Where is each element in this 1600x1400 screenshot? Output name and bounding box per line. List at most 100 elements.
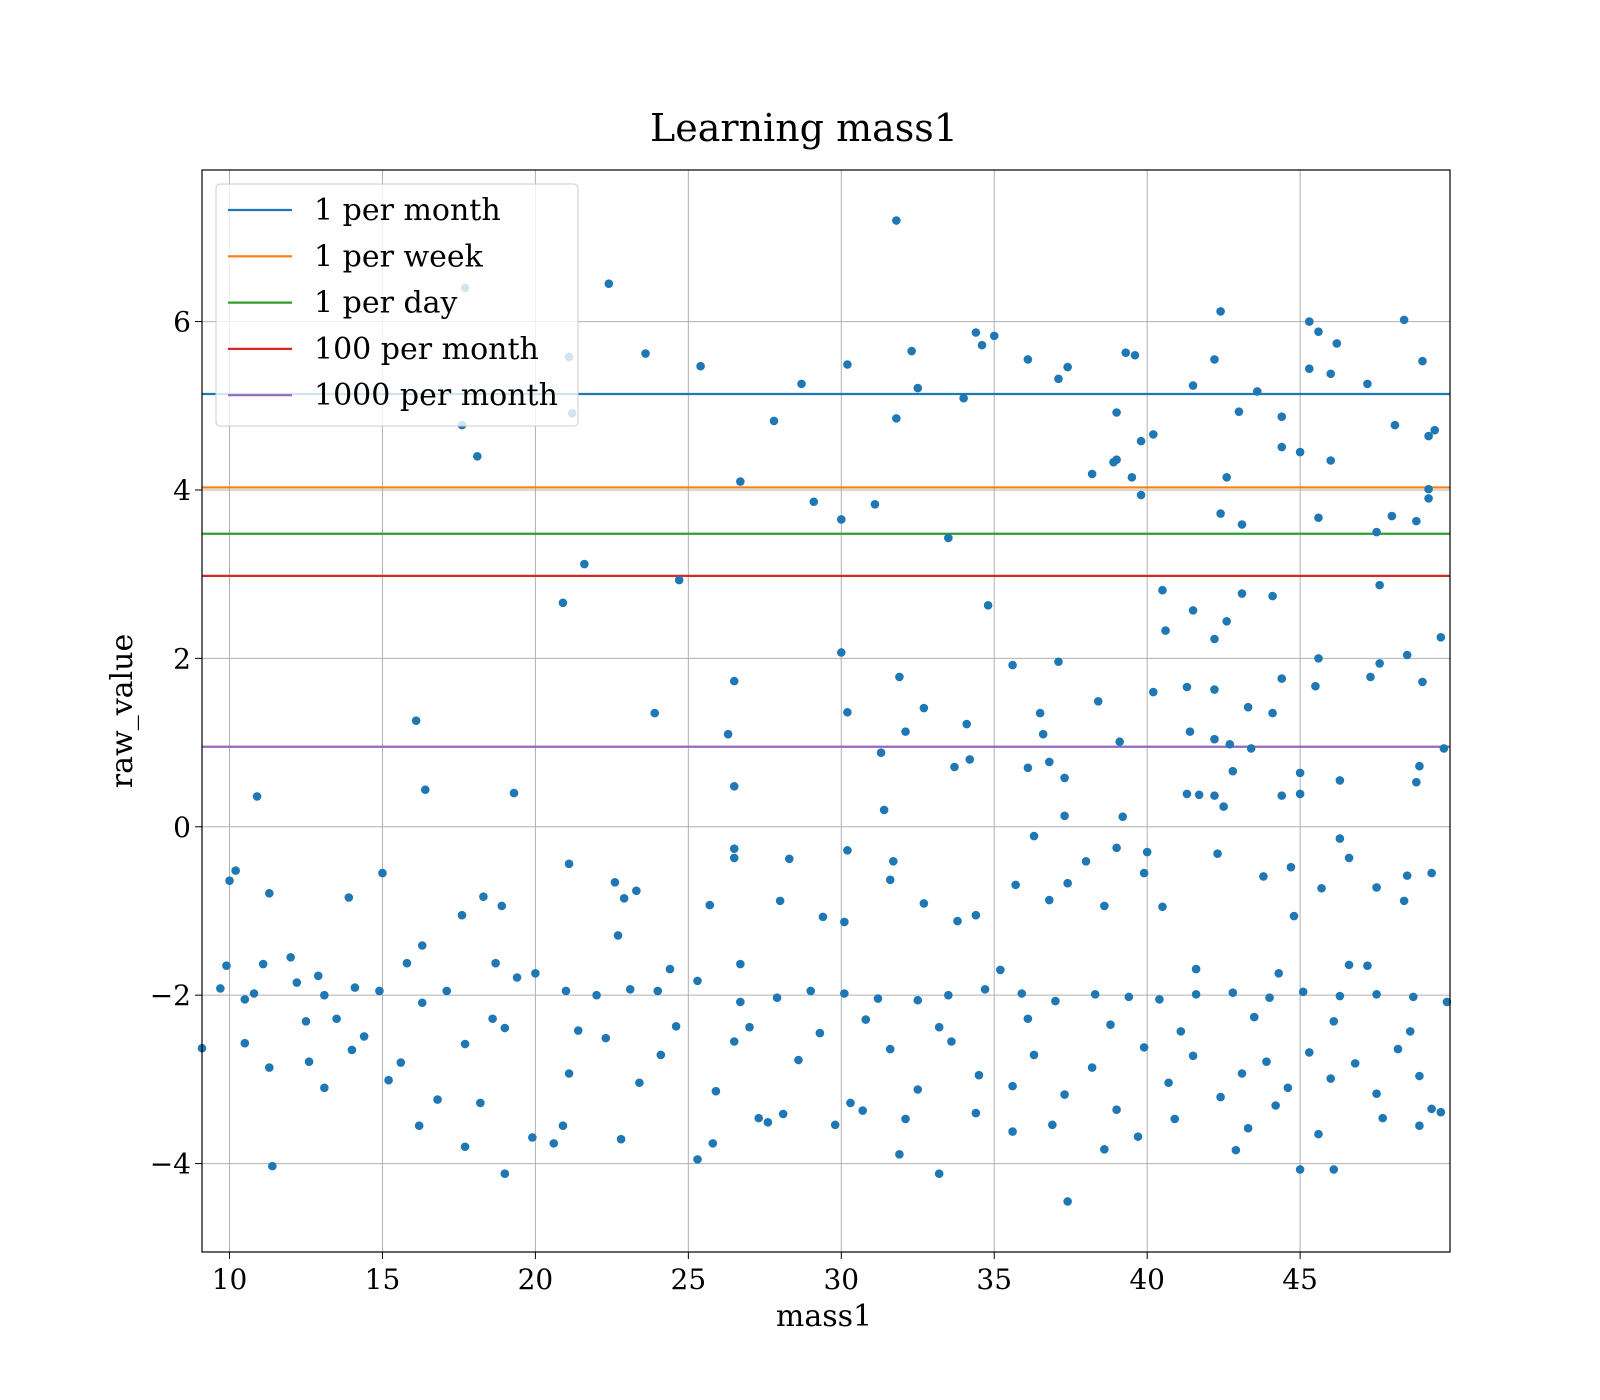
data-point — [809, 497, 819, 507]
data-point — [1237, 520, 1247, 529]
data-point — [332, 1014, 341, 1024]
data-point — [476, 1098, 485, 1108]
data-point — [472, 451, 482, 461]
data-point — [1136, 436, 1146, 446]
data-point — [1408, 992, 1418, 1002]
data-point — [1412, 516, 1421, 526]
data-point — [1060, 773, 1069, 783]
data-point — [1118, 812, 1128, 821]
data-point — [509, 788, 519, 798]
chart-title: Learning mass1 — [650, 106, 958, 150]
data-point — [913, 383, 923, 393]
data-point — [1436, 1107, 1446, 1117]
data-point — [1402, 650, 1412, 660]
data-point — [344, 893, 354, 902]
data-point — [641, 349, 650, 358]
data-point — [1188, 1051, 1198, 1061]
data-point — [1277, 791, 1287, 800]
data-point — [1372, 1089, 1381, 1098]
data-point — [1139, 1043, 1149, 1052]
data-point — [1405, 1027, 1415, 1036]
data-point — [268, 1161, 277, 1171]
data-point — [830, 1120, 840, 1130]
data-point — [843, 360, 852, 369]
data-point — [350, 983, 360, 992]
data-point — [1054, 657, 1063, 667]
y-ticks: −4 −2 0 2 4 6 — [150, 306, 202, 1181]
data-point — [1277, 674, 1287, 683]
data-point — [1023, 763, 1033, 773]
data-point — [1326, 1074, 1336, 1083]
x-tick-label: 35 — [976, 1263, 1012, 1296]
data-point — [1008, 1081, 1017, 1091]
data-point — [736, 477, 745, 486]
data-point — [674, 575, 684, 585]
data-point — [1234, 407, 1244, 416]
data-point — [901, 1114, 910, 1124]
data-point — [1093, 697, 1103, 706]
data-point — [778, 1109, 788, 1119]
data-point — [625, 984, 635, 994]
data-point — [1326, 456, 1336, 465]
data-point — [1106, 1020, 1115, 1029]
data-point — [836, 515, 846, 524]
data-point — [264, 1063, 274, 1072]
legend-label: 1 per day — [314, 286, 458, 321]
data-point — [216, 984, 225, 993]
data-point — [1081, 857, 1091, 866]
data-point — [1213, 849, 1222, 859]
legend-label: 1 per week — [314, 239, 484, 274]
data-point — [1112, 455, 1121, 464]
data-point — [1268, 591, 1277, 601]
data-point — [1399, 315, 1409, 325]
data-point — [1243, 1123, 1253, 1133]
data-point — [402, 958, 412, 968]
data-point — [729, 782, 739, 791]
data-point — [222, 961, 231, 971]
data-point — [1139, 868, 1149, 878]
data-point — [879, 805, 889, 815]
data-point — [901, 727, 910, 736]
data-point — [1277, 412, 1287, 422]
data-point — [1161, 626, 1170, 635]
data-point — [1127, 473, 1137, 482]
x-tick-label: 20 — [518, 1263, 554, 1296]
data-point — [1228, 766, 1238, 776]
data-point — [996, 965, 1005, 975]
x-tick-label: 10 — [212, 1263, 248, 1296]
data-point — [1329, 1165, 1339, 1174]
data-point — [1439, 744, 1449, 753]
data-point — [616, 1134, 626, 1144]
data-point — [1231, 1145, 1241, 1155]
data-point — [1210, 355, 1219, 364]
data-point — [1100, 1144, 1109, 1154]
x-tick-label: 45 — [1282, 1263, 1318, 1296]
data-point — [736, 997, 745, 1007]
data-point — [1115, 737, 1124, 747]
data-point — [772, 993, 782, 1003]
data-point — [705, 900, 715, 910]
data-point — [1191, 964, 1201, 974]
data-point — [1011, 880, 1020, 890]
data-point — [1415, 761, 1424, 771]
data-point — [1295, 789, 1305, 799]
data-point — [784, 854, 794, 864]
data-point — [1164, 1078, 1173, 1088]
data-point — [1274, 968, 1284, 978]
data-point — [1363, 961, 1372, 971]
data-point — [944, 533, 953, 543]
data-point — [420, 785, 430, 795]
data-point — [775, 896, 785, 906]
data-point — [1051, 996, 1060, 1006]
data-point — [1286, 862, 1296, 872]
data-point — [1366, 672, 1375, 682]
data-point — [1087, 1063, 1097, 1072]
data-point — [610, 878, 620, 887]
data-point — [944, 990, 953, 1000]
data-point — [1023, 355, 1033, 364]
data-point — [1155, 995, 1164, 1004]
data-point — [347, 1045, 357, 1055]
data-point — [1008, 660, 1017, 670]
data-point — [892, 216, 901, 225]
